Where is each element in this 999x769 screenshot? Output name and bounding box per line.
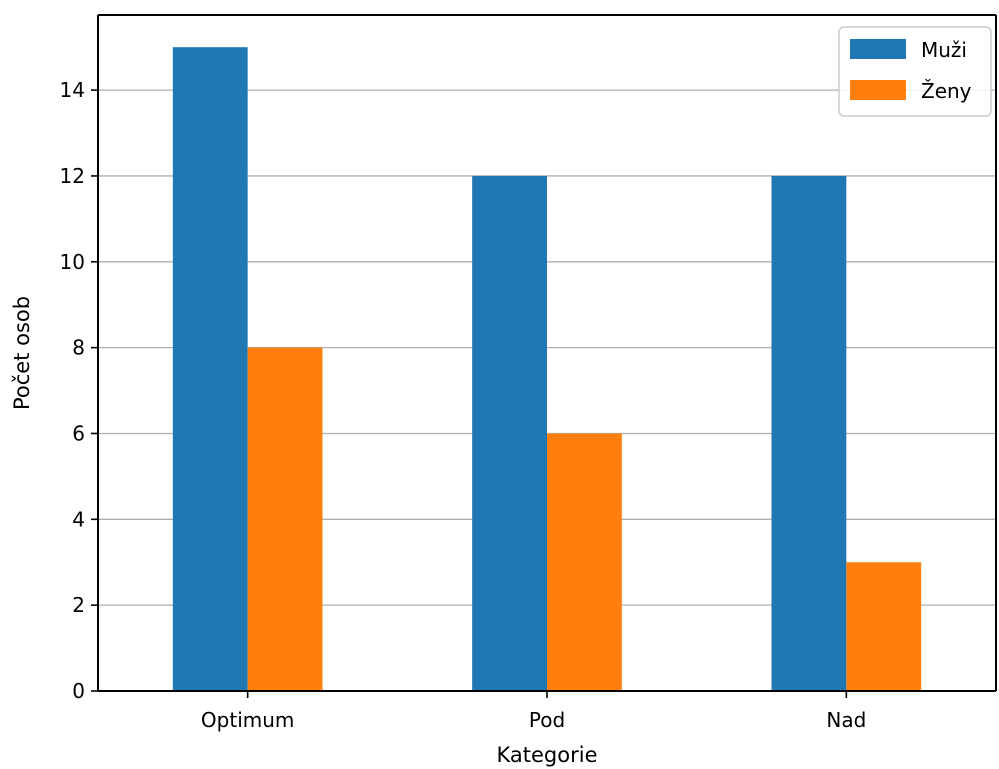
y-tick-label: 0 xyxy=(72,679,85,703)
x-axis-label: Kategorie xyxy=(497,743,598,767)
y-tick-label: 12 xyxy=(60,164,85,188)
x-tick-label: Nad xyxy=(826,708,866,732)
x-axis-ticks: Optimum Pod Nad xyxy=(201,691,866,732)
y-tick-label: 4 xyxy=(72,507,85,531)
bar xyxy=(172,47,248,691)
legend-swatch xyxy=(850,39,906,59)
y-axis-ticks: 0 2 4 6 8 10 12 14 xyxy=(60,78,98,703)
x-tick-label: Optimum xyxy=(201,708,294,732)
legend-swatch xyxy=(850,80,906,100)
legend-label: Muži xyxy=(921,38,967,62)
bars xyxy=(172,47,922,691)
y-tick-label: 10 xyxy=(60,250,85,274)
bar xyxy=(846,562,922,691)
legend-label: Ženy xyxy=(921,79,972,103)
bar xyxy=(771,175,847,691)
y-axis-label: Počet osob xyxy=(10,296,34,410)
legend: Muži Ženy xyxy=(838,26,992,117)
bar xyxy=(472,175,547,691)
y-tick-label: 2 xyxy=(72,593,85,617)
y-tick-label: 6 xyxy=(72,421,85,445)
bar xyxy=(547,433,622,691)
x-tick-label: Pod xyxy=(529,708,565,732)
y-tick-label: 14 xyxy=(60,78,85,102)
y-tick-label: 8 xyxy=(72,336,85,360)
bar xyxy=(247,347,323,691)
